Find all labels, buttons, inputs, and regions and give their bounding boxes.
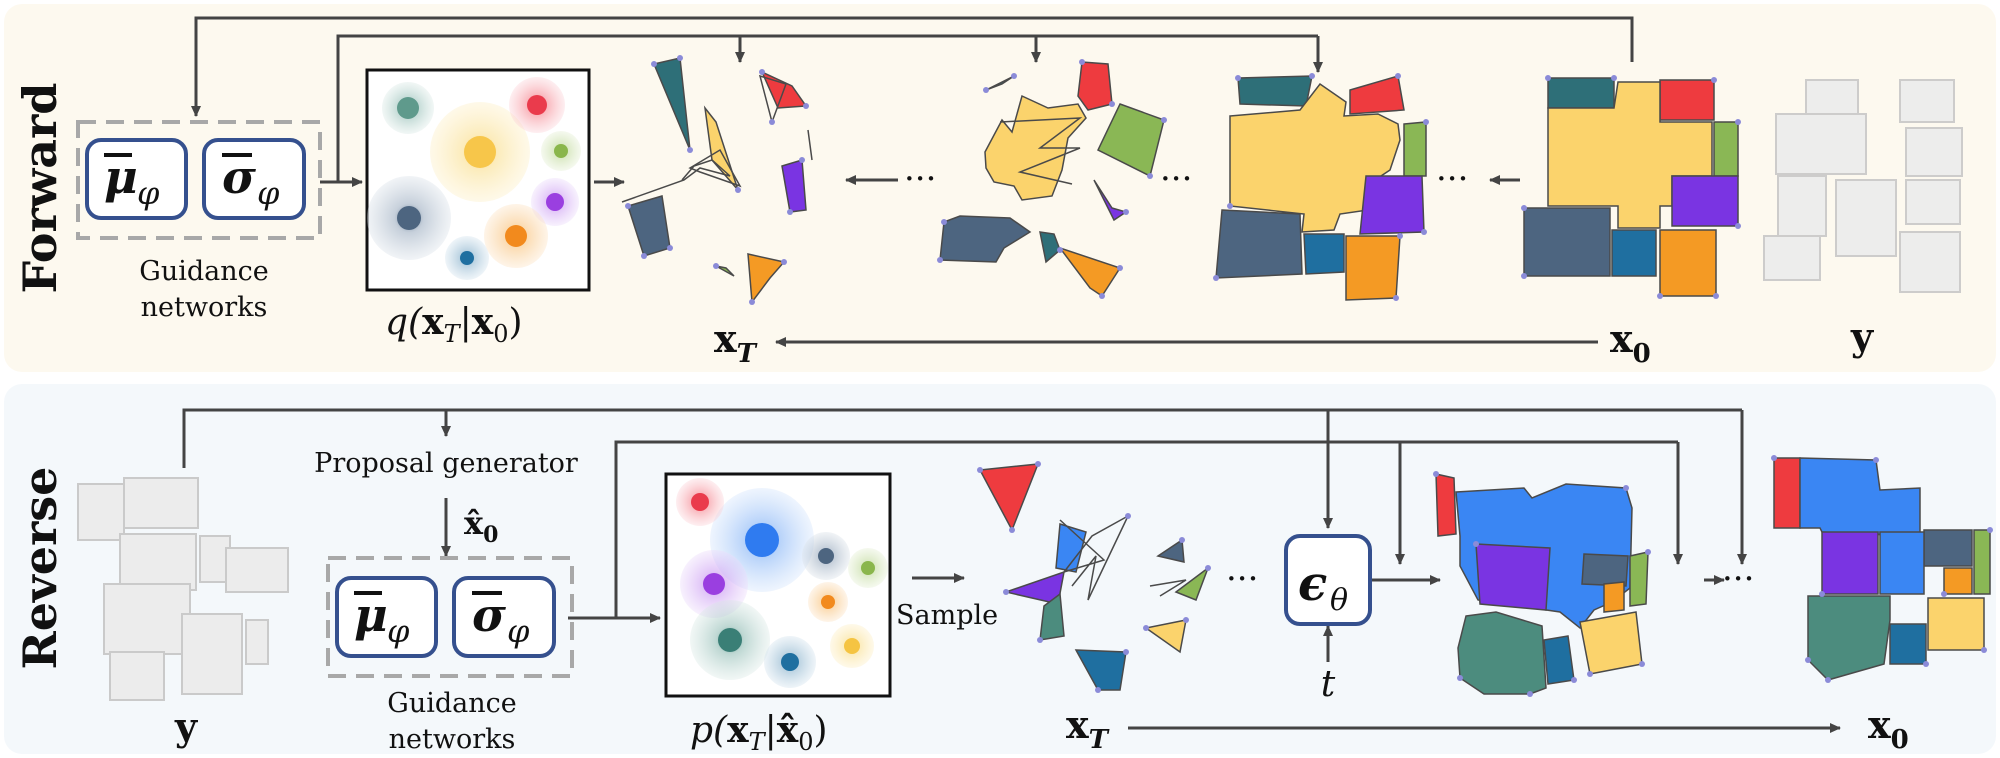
forward-dots-2: ··· [1160, 159, 1192, 199]
svg-text:θ: θ [1330, 583, 1348, 618]
forward-guidance-label-2: networks [141, 292, 268, 323]
reverse-dots-2: ··· [1722, 559, 1754, 599]
reverse-input-image-y [77, 477, 289, 701]
svg-text:μ: μ [354, 588, 388, 642]
reverse-guidance-branch [614, 440, 1678, 618]
forward-x0-label: x0 [1610, 316, 1651, 369]
svg-text:p(xT|x̂0): p(xT|x̂0) [690, 709, 828, 756]
denoiser-eps-theta-box: ϵ θ [1284, 534, 1372, 626]
forward-noisy-layout-xT [621, 55, 813, 305]
svg-text:x̂0: x̂0 [464, 504, 498, 548]
forward-q-branch [336, 34, 1318, 182]
forward-clean-layout-x0 [1521, 75, 1741, 299]
reverse-top-line [182, 408, 1742, 468]
forward-mu-box: μ φ [85, 138, 188, 220]
svg-text:Forward: Forward [13, 83, 67, 294]
svg-text:x0: x0 [1610, 316, 1651, 369]
svg-text:q(xT|x0): q(xT|x0) [385, 301, 523, 348]
svg-text:μ: μ [104, 150, 138, 204]
forward-distribution-plot [365, 68, 591, 292]
forward-sigma-box: σ φ [202, 138, 306, 220]
reverse-x0-label: x0 [1868, 702, 1909, 755]
forward-guidance-label-1: Guidance [139, 256, 268, 287]
reverse-panel [4, 384, 1996, 754]
svg-text:σ: σ [472, 588, 506, 642]
svg-text:φ: φ [507, 612, 530, 650]
svg-text:Reverse: Reverse [13, 467, 67, 670]
forward-xT-label: xT [714, 316, 758, 369]
svg-text:xT: xT [714, 316, 758, 369]
forward-intermediate-layout-2 [1213, 73, 1429, 301]
svg-text:φ: φ [137, 174, 160, 212]
reverse-guidance-group [326, 556, 574, 678]
reverse-distribution-label: p(xT|x̂0) [690, 709, 828, 756]
proposal-generator-label: Proposal generator [314, 448, 578, 479]
forward-dots-3: ··· [1436, 159, 1468, 199]
svg-text:φ: φ [257, 174, 280, 212]
svg-text:φ: φ [387, 612, 410, 650]
svg-text:xT: xT [1066, 702, 1110, 755]
forward-distribution-label: q(xT|x0) [385, 301, 523, 348]
reverse-noisy-layout-xT [977, 461, 1211, 693]
forward-input-image-y [1763, 79, 1963, 293]
forward-y-label: y [1850, 314, 1874, 359]
reverse-clean-layout-x0 [1771, 455, 1993, 683]
forward-title: Forward [13, 83, 67, 294]
forward-dots-1: ··· [904, 159, 936, 199]
reverse-distribution-plot [664, 472, 892, 698]
reverse-guidance-label-1: Guidance [387, 688, 516, 719]
svg-text:x0: x0 [1868, 702, 1909, 755]
svg-text:ϵ: ϵ [1298, 556, 1327, 612]
reverse-title: Reverse [13, 467, 67, 670]
forward-top-arrow [191, 16, 1634, 117]
timestep-t-label: t [1321, 664, 1336, 705]
forward-intermediate-layout-1 [937, 59, 1167, 299]
reverse-sigma-box: σ φ [452, 576, 556, 658]
reverse-intermediate-layout [1433, 471, 1651, 697]
forward-guidance-group [76, 120, 322, 240]
reverse-mu-box: μ φ [335, 576, 438, 658]
reverse-y-label: y [174, 704, 198, 749]
reverse-xhat0-label: x̂0 [464, 504, 498, 548]
reverse-xT-label: xT [1066, 702, 1110, 755]
reverse-guidance-label-2: networks [389, 724, 516, 755]
sample-label: Sample [896, 600, 998, 631]
svg-text:σ: σ [222, 150, 256, 204]
reverse-dots-1: ··· [1226, 559, 1258, 599]
